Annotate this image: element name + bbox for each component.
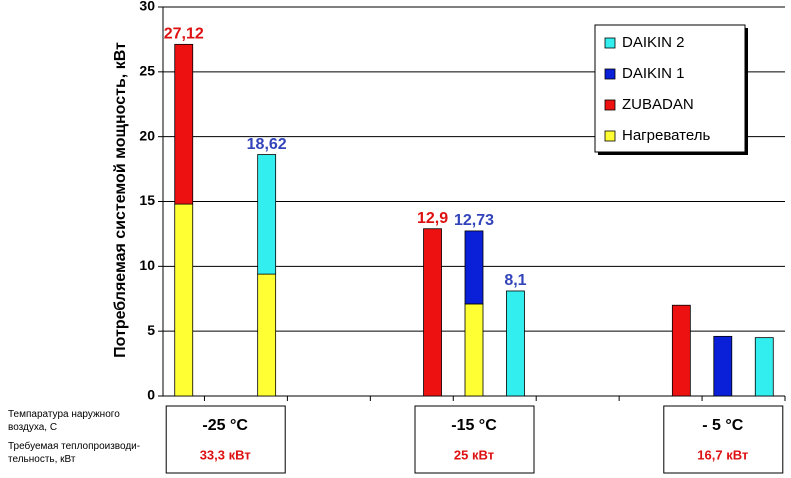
group-temperature: -15 °C [451, 417, 497, 434]
bar-segment [464, 230, 484, 305]
bar-segment [257, 154, 277, 275]
legend-swatch [604, 130, 616, 142]
total-label: 18,62 [247, 136, 287, 153]
group-box [165, 405, 286, 474]
y-tick-label: 25 [139, 63, 155, 79]
y-tick-label: 30 [139, 0, 155, 14]
bar-segment [464, 303, 484, 397]
y-tick-label: 20 [139, 127, 155, 143]
y-tick-label: 15 [139, 192, 155, 208]
legend-swatch [604, 99, 616, 111]
group-box [414, 405, 535, 474]
bar-segment [257, 273, 277, 397]
group-power: 16,7 кВт [697, 447, 748, 462]
total-label: 8,1 [504, 272, 526, 289]
y-tick-label: 0 [147, 387, 155, 403]
legend-swatch [604, 37, 616, 49]
group-temperature: - 5 °C [702, 417, 744, 434]
group-power: 33,3 кВт [200, 447, 251, 462]
legend-label: DAIKIN 1 [622, 65, 685, 82]
total-label: 12,73 [454, 212, 494, 229]
group-temperature: -25 °C [202, 417, 248, 434]
legend-label: DAIKIN 2 [622, 34, 685, 51]
row-label: Требуемая теплопроизводи-тельность, кВт [8, 441, 141, 465]
y-axis-label: Потребляемая системой мощность, кВт [112, 42, 129, 358]
total-label: 27,12 [164, 26, 204, 43]
bar-segment [423, 228, 442, 397]
bar-segment [174, 43, 194, 205]
bar-segment [174, 203, 194, 397]
legend-label: ZUBADAN [622, 96, 694, 113]
bar-segment [713, 335, 733, 397]
y-tick-label: 5 [147, 322, 155, 338]
total-label: 12,9 [417, 210, 448, 227]
legend-swatch [604, 68, 616, 80]
bar-segment [671, 304, 691, 397]
legend-label: Нагреватель [622, 127, 710, 144]
legend-box [594, 24, 746, 153]
row-label: Темпаратура наружного воздуха, С [8, 409, 120, 433]
bar-segment [506, 290, 525, 397]
bar-segment [754, 337, 774, 397]
group-box [663, 405, 784, 474]
y-tick-label: 10 [139, 257, 155, 273]
group-power: 25 кВт [454, 447, 494, 462]
